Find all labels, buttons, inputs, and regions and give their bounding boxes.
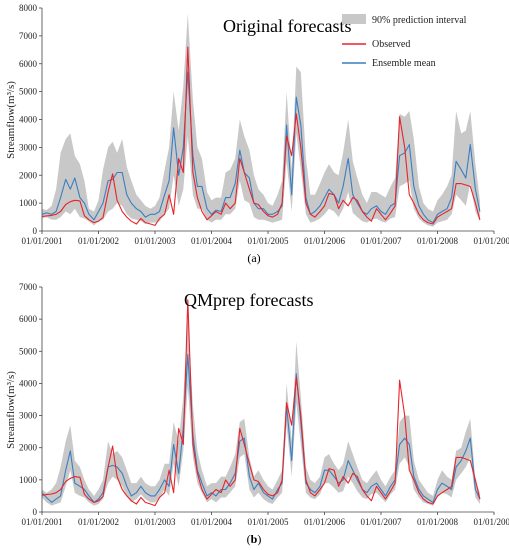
panel-a-ytick-label: 0 <box>33 226 38 236</box>
panel-a-plot-area: 0 1000 2000 3000 4000 5000 6000 7000 8000 01/01/2… <box>19 3 509 246</box>
panel-a-ytick-label: 2000 <box>19 170 38 180</box>
legend-band-swatch <box>342 14 366 24</box>
panel-a-label: (a) <box>247 251 260 265</box>
panel-a-ytick-label: 1000 <box>19 198 38 208</box>
panel-b-xtick-label: 01/01/2006 <box>304 517 346 527</box>
panel-a-letter: a <box>251 251 257 265</box>
panel-b-plot-area: 0 1000 2000 3000 4000 5000 6000 7000 01/01/2001 0… <box>19 282 509 527</box>
panel-b-ytick-label: 2000 <box>19 443 38 453</box>
panel-a-xtick-label: 01/01/2008 <box>417 236 459 246</box>
panel-a-ytick-label: 4000 <box>19 115 38 125</box>
panel-b-letter: b <box>251 532 258 546</box>
panel-b-xtick-label: 01/01/2008 <box>417 517 459 527</box>
panel-b-ytick-label: 3000 <box>19 411 38 421</box>
panel-b-xtick-label: 01/01/2003 <box>134 517 176 527</box>
panel-a-title: Original forecasts <box>223 16 351 36</box>
panel-b-ytick-label: 5000 <box>19 346 38 356</box>
legend-observed-label: Observed <box>372 39 410 50</box>
legend-band-label: 90% prediction interval <box>372 15 467 26</box>
panel-a-xtick-label: 01/01/2009 <box>473 236 509 246</box>
panel-a-chart: 0 1000 2000 3000 4000 5000 6000 7000 8000 01/01/2… <box>5 3 509 265</box>
panel-a-xtick-label: 01/01/2004 <box>191 236 233 246</box>
panel-b-label: (b) <box>247 532 262 546</box>
panel-b-xtick-label: 01/01/2004 <box>191 517 233 527</box>
panel-b-ytick-label: 6000 <box>19 314 38 324</box>
panel-a-xtick-label: 01/01/2003 <box>134 236 176 246</box>
panel-b-ytick-label: 7000 <box>19 282 38 292</box>
panel-b-ytick-label: 0 <box>33 507 38 517</box>
panel-b-xtick-label: 01/01/2009 <box>473 517 509 527</box>
panel-b-xtick-label: 01/01/2005 <box>247 517 289 527</box>
panel-a-xtick-label: 01/01/2001 <box>21 236 62 246</box>
panel-a-observed-line <box>41 46 481 226</box>
panel-b-xtick-label: 01/01/2001 <box>21 517 62 527</box>
panel-a-ytick-label: 7000 <box>19 31 38 41</box>
panel-b-ytick-label: 4000 <box>19 378 38 388</box>
panel-b-ylabel: Streamflow(m³/s) <box>5 371 17 449</box>
panel-a-ytick-label: 3000 <box>19 142 38 152</box>
panel-b-xtick-label: 01/01/2002 <box>78 517 119 527</box>
panel-b-title: QMprep forecasts <box>184 290 313 310</box>
panel-a-ytick-label: 5000 <box>19 87 38 97</box>
panel-b-chart: 0 1000 2000 3000 4000 5000 6000 7000 01/01/2001 0… <box>5 282 509 546</box>
panel-b-ytick-label: 1000 <box>19 475 38 485</box>
panel-b-prediction-band <box>42 319 480 506</box>
panel-a-xtick-label: 01/01/2006 <box>304 236 346 246</box>
panel-a-legend: 90% prediction interval Observed Ensembl… <box>342 14 467 69</box>
panel-a-ylabel: Streamflow(m³/s) <box>5 81 17 159</box>
panel-b-observed-line <box>41 299 481 507</box>
panel-a-ytick-label: 6000 <box>19 59 38 69</box>
panel-b-xtick-label: 01/01/2007 <box>360 517 402 527</box>
panel-a-xtick-label: 01/01/2005 <box>247 236 289 246</box>
panel-a-xtick-label: 01/01/2007 <box>360 236 402 246</box>
panel-a-xtick-label: 01/01/2002 <box>78 236 119 246</box>
legend-mean-label: Ensemble mean <box>372 58 436 69</box>
panel-a-ytick-label: 8000 <box>19 3 38 13</box>
